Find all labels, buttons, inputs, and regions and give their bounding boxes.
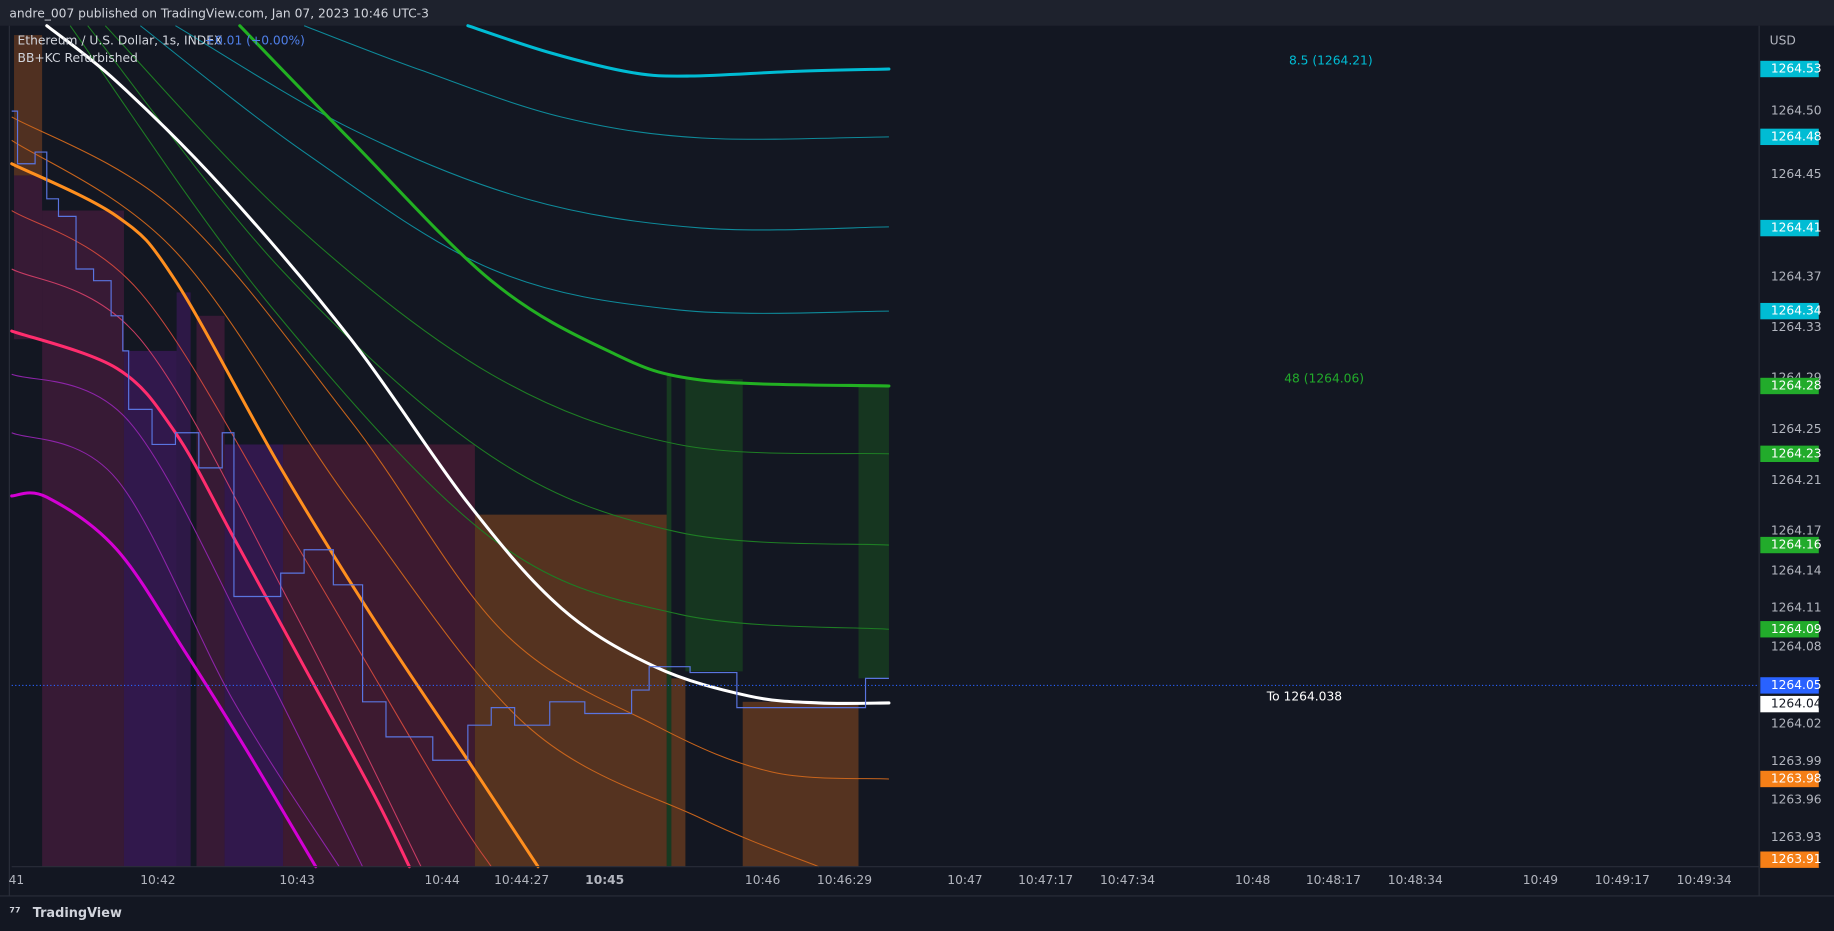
price-badge — [1760, 377, 1819, 395]
time-label: 10:47:17 — [1018, 873, 1073, 887]
time-label: 10:45 — [585, 873, 624, 887]
band-line — [140, 25, 889, 314]
logo: ⁷⁷ — [9, 906, 20, 921]
annotation: 8.5 (1264.21) — [1289, 53, 1373, 67]
time-label: 10:44 — [424, 873, 460, 887]
time-label: 10:46 — [745, 873, 781, 887]
time-label: 10:47:34 — [1100, 873, 1155, 887]
time-label: 10:49:17 — [1595, 873, 1650, 887]
band-line — [466, 24, 891, 78]
annotation: 48 (1264.06) — [1284, 371, 1364, 385]
price-label: 1264.21 — [1771, 473, 1822, 487]
price-badge — [1760, 851, 1819, 868]
price-label: 1264.11 — [1771, 601, 1822, 615]
price-label: 1264.37 — [1771, 270, 1822, 284]
price-badge — [1760, 621, 1819, 638]
price-label: 1264.17 — [1771, 524, 1822, 538]
price-badge-label: 1264.23 — [1771, 446, 1822, 460]
price-badge — [1760, 677, 1819, 694]
price-label: 1263.99 — [1771, 754, 1822, 768]
zone — [14, 175, 43, 340]
price-badge-label: 1264.16 — [1771, 538, 1822, 552]
price-badge-label: 1264.53 — [1771, 62, 1822, 76]
band-line — [238, 24, 891, 388]
price-badge-label: 1263.91 — [1771, 852, 1822, 866]
band-line — [11, 432, 340, 867]
top-bar — [0, 0, 1834, 26]
band-line — [69, 25, 889, 630]
band-line — [303, 25, 889, 140]
band-line — [104, 25, 889, 455]
price-label: 1264.45 — [1771, 167, 1822, 181]
zone — [742, 701, 859, 867]
time-label: 10:43 — [279, 873, 314, 887]
band-line — [10, 329, 411, 869]
time-label: 41 — [9, 873, 25, 887]
currency: USD — [1770, 33, 1796, 47]
price-badge — [1760, 219, 1819, 237]
legend-change: +0.01 (+0.00%) — [205, 33, 305, 47]
time-label: 10:42 — [140, 873, 175, 887]
band-line — [11, 116, 889, 780]
price-badge-label: 1264.41 — [1771, 221, 1822, 235]
zone — [42, 210, 124, 867]
price-badge — [1760, 445, 1819, 463]
band-line — [10, 491, 318, 869]
band-line — [87, 25, 889, 546]
time-label: 10:47 — [947, 873, 982, 887]
zone — [176, 292, 191, 867]
band-line — [11, 373, 364, 867]
band-line — [11, 210, 492, 867]
price-label: 1264.14 — [1771, 563, 1822, 577]
time-label: 10:48:34 — [1388, 873, 1443, 887]
band-line — [45, 24, 891, 705]
price-badge-label: 1264.34 — [1771, 304, 1822, 318]
zone — [196, 315, 225, 867]
price-badge — [1760, 695, 1819, 713]
header-text: andre_007 published on TradingView.com, … — [9, 7, 429, 21]
time-label: 10:46:29 — [817, 873, 872, 887]
price-label: 1264.50 — [1771, 104, 1822, 118]
time-label: 10:44:27 — [494, 873, 549, 887]
price-badge — [1760, 536, 1819, 554]
price-steps — [11, 110, 889, 761]
price-badge-label: 1264.48 — [1771, 129, 1822, 143]
price-label: 1263.96 — [1771, 793, 1822, 807]
zone — [666, 374, 672, 867]
price-badge-label: 1264.28 — [1771, 378, 1822, 392]
time-label: 10:49 — [1523, 873, 1558, 887]
price-badge-label: 1264.09 — [1771, 622, 1822, 636]
price-badge-label: 1264.04 — [1771, 697, 1822, 711]
zone — [685, 378, 743, 672]
zone — [123, 350, 177, 867]
time-label: 10:48:17 — [1306, 873, 1361, 887]
price-badge-label: 1264.05 — [1771, 678, 1822, 692]
price-badge-label: 1263.98 — [1771, 771, 1822, 785]
price-label: 1264.08 — [1771, 639, 1822, 653]
legend-symbol: Ethereum / U.S. Dollar, 1s, INDEX — [18, 33, 223, 47]
zone — [858, 385, 889, 679]
band-line — [175, 25, 889, 231]
zone — [671, 678, 686, 867]
zone — [283, 444, 475, 867]
footer-brand: TradingView — [33, 906, 122, 921]
price-badge — [1760, 302, 1819, 320]
time-label: 10:49:34 — [1677, 873, 1732, 887]
price-badge — [1760, 128, 1819, 146]
price-label: 1264.25 — [1771, 422, 1822, 436]
curves — [10, 24, 891, 869]
price-badge — [1760, 770, 1819, 788]
band-line — [11, 139, 819, 868]
price-badge — [1760, 60, 1819, 78]
price-label: 1263.93 — [1771, 830, 1822, 844]
legend-indicator: BB+KC Refurbished — [18, 51, 138, 65]
annotation: To 1264.038 — [1266, 690, 1342, 704]
price-label: 1264.33 — [1771, 320, 1822, 334]
price-label: 1264.02 — [1771, 717, 1822, 731]
time-label: 10:48 — [1235, 873, 1270, 887]
